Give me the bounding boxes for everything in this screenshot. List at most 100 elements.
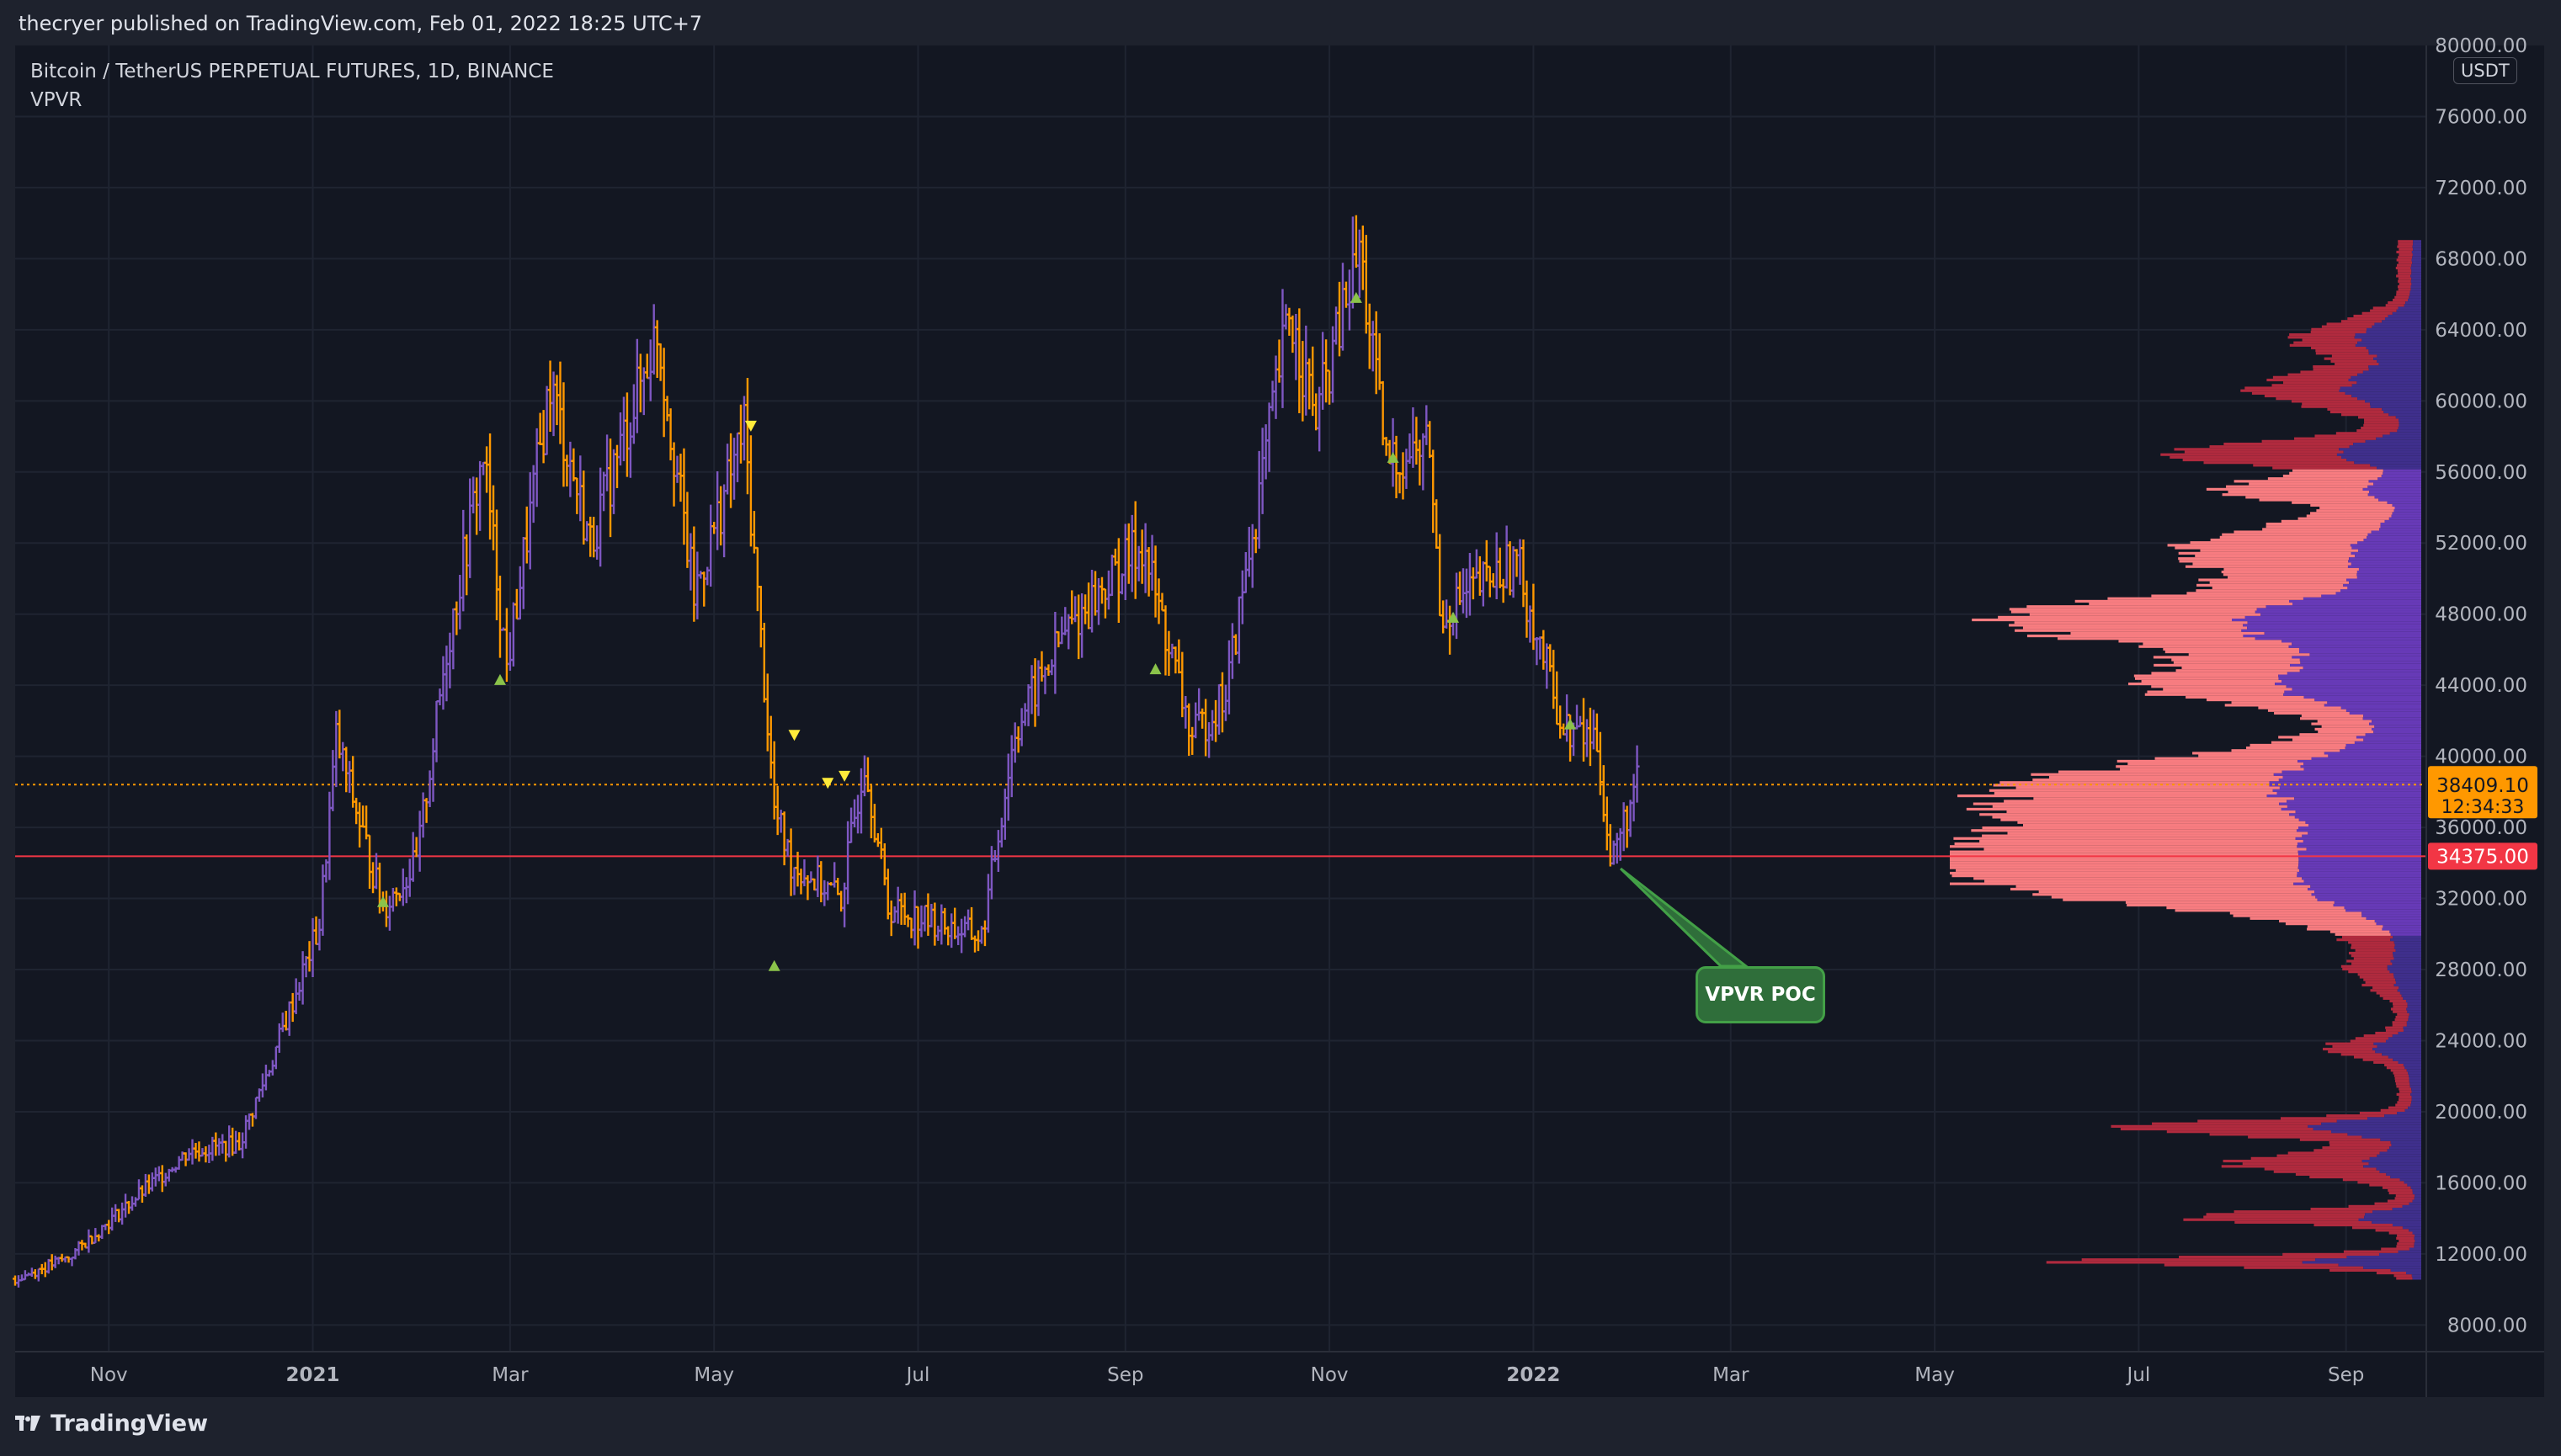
volume-bar-down: [2370, 989, 2398, 992]
volume-bar-down: [2323, 1047, 2373, 1051]
volume-bar-up: [2383, 410, 2421, 414]
volume-bar-up: [2378, 498, 2421, 502]
symbol-legend[interactable]: Bitcoin / TetherUS PERPETUAL FUTURES, 1D…: [30, 61, 554, 82]
volume-bar-down: [2190, 541, 2358, 545]
volume-bar-up: [2292, 688, 2421, 691]
published-text: thecryer published on TradingView.com, F…: [19, 12, 703, 35]
volume-bar-down: [1992, 805, 2287, 808]
volume-bar-down: [2385, 1028, 2404, 1032]
volume-bar-down: [2393, 1005, 2408, 1008]
volume-bar-up: [2276, 791, 2421, 795]
volume-bar-down: [2196, 589, 2341, 592]
volume-bar-up: [2273, 773, 2421, 776]
volume-bar-down: [2200, 549, 2359, 552]
volume-bar-down: [2004, 800, 2287, 803]
volume-bar-up: [2397, 989, 2421, 992]
volume-bar-down: [2394, 1197, 2415, 1200]
volume-bar-up: [2266, 605, 2421, 608]
buy-marker-icon: [493, 673, 506, 685]
volume-bar-down: [2063, 898, 2318, 901]
volume-bar-up: [2367, 327, 2421, 331]
volume-bar-down: [2365, 980, 2396, 984]
volume-bar-down: [2250, 1156, 2370, 1160]
vpvr-poc-callout[interactable]: VPVR POC: [1696, 966, 1825, 1023]
currency-badge[interactable]: USDT: [2453, 57, 2517, 84]
volume-bar-down: [2166, 906, 2345, 910]
volume-bar-up: [2281, 679, 2421, 683]
volume-bar-down: [2399, 1090, 2412, 1093]
volume-bar-down: [2348, 951, 2393, 955]
volume-bar-up: [2385, 1039, 2421, 1043]
volume-bar-up: [2350, 544, 2421, 547]
volume-bar-down: [2287, 373, 2358, 376]
volume-bar-down: [2048, 775, 2283, 779]
volume-bar-up: [2387, 967, 2421, 971]
volume-bar-down: [2151, 685, 2287, 688]
volume-bar-down: [2313, 1149, 2388, 1152]
volume-bar-down: [2219, 535, 2367, 539]
volume-bar-down: [2151, 672, 2287, 675]
volume-bar-down: [2382, 1186, 2411, 1189]
volume-bar-up: [2412, 1188, 2421, 1192]
volume-bar-up: [2302, 834, 2421, 837]
volume-bar-up: [2355, 554, 2421, 558]
volume-bar-down: [2395, 1194, 2415, 1198]
volume-bar-up: [2345, 709, 2421, 712]
volume-bar-up: [2403, 1063, 2421, 1067]
volume-bar-up: [2351, 394, 2421, 398]
volume-bar-up: [2406, 1007, 2421, 1011]
volume-bar-up: [2343, 583, 2421, 587]
buy-marker-icon: [1564, 718, 1577, 730]
volume-bar-down: [2244, 1266, 2364, 1269]
volume-bar-down: [2292, 469, 2383, 472]
volume-bar-up: [2356, 576, 2421, 579]
volume-bar-down: [2015, 885, 2311, 888]
volume-bar-up: [2356, 381, 2421, 385]
volume-bar-up: [2405, 301, 2421, 305]
volume-bar-up: [2374, 496, 2421, 499]
volume-bar-up: [2331, 1130, 2421, 1134]
volume-bar-up: [2339, 448, 2421, 451]
indicator-legend[interactable]: VPVR: [30, 89, 83, 111]
volume-bar-up: [2404, 304, 2421, 307]
volume-bar-up: [2231, 618, 2421, 622]
volume-bar-up: [2314, 699, 2421, 702]
volume-bar-down: [2057, 637, 2255, 640]
volume-bar-up: [2340, 386, 2421, 390]
volume-bar-down: [2272, 466, 2377, 470]
volume-bar-down: [2348, 1204, 2403, 1208]
volume-bar-up: [2374, 919, 2421, 923]
tradingview-logo[interactable]: TradingView: [15, 1411, 208, 1437]
volume-bar-down: [2276, 397, 2358, 401]
volume-bar-up: [2398, 1031, 2421, 1035]
volume-bar-up: [2369, 1156, 2421, 1160]
sell-marker-icon: [822, 778, 834, 789]
volume-bar-down: [2111, 1124, 2308, 1128]
volume-bar-up: [2303, 763, 2421, 766]
volume-bar-down: [2341, 935, 2393, 939]
volume-bar-up: [2361, 911, 2421, 915]
volume-bar-down: [2361, 311, 2393, 315]
last-price-label: 38409.10: [2436, 775, 2529, 797]
volume-bar-up: [2298, 853, 2421, 856]
volume-bar-down: [2120, 1127, 2313, 1131]
volume-bar-down: [2398, 256, 2413, 259]
volume-bar-down: [2385, 304, 2404, 307]
volume-bar-up: [2299, 669, 2421, 672]
volume-bar-down: [2271, 741, 2355, 744]
volume-bar-up: [2340, 706, 2421, 709]
volume-bar-up: [2373, 357, 2421, 360]
volume-bar-down: [1951, 874, 2297, 878]
volume-bar-down: [2343, 1250, 2399, 1253]
time-tick-label: Sep: [2328, 1364, 2364, 1386]
volume-bar-up: [2293, 882, 2421, 885]
volume-bar-up: [2384, 1114, 2421, 1118]
volume-bar-up: [2340, 749, 2421, 752]
volume-bar-down: [2031, 773, 2274, 776]
volume-bar-down: [2164, 1263, 2339, 1267]
volume-bar-up: [2373, 731, 2421, 734]
volume-bar-up: [2365, 439, 2421, 443]
volume-bar-down: [2397, 1234, 2415, 1237]
volume-bar-up: [2412, 253, 2421, 257]
